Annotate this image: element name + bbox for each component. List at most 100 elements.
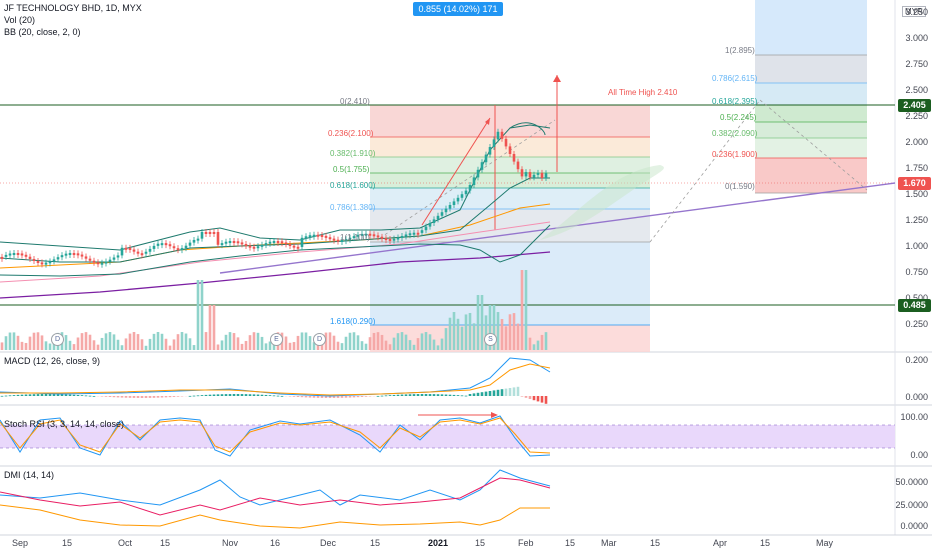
volume-bar [300,332,304,350]
volume-bar [364,343,368,350]
volume-bar [104,333,108,350]
fib-retracement-left[interactable] [370,104,650,352]
fib-left-label: 1(1.100) [340,233,370,242]
volume-bar [520,270,524,350]
macd-hist-bar [116,396,120,398]
volume-bar [48,343,52,350]
time-axis-label: Feb [518,538,534,548]
macd-hist-bar [296,396,300,397]
volume-bar [524,270,528,350]
fib-right-label: 1(2.895) [725,46,755,55]
candle [204,232,208,234]
macd-hist-bar [40,394,44,396]
candle [60,255,64,258]
macd-hist-bar [540,396,544,403]
dashed-projection-up[interactable] [379,119,556,239]
currency-label[interactable]: MYR [902,6,926,17]
volume-bar [228,332,232,350]
stoch-rsi-label[interactable]: Stoch RSI (3, 3, 14, 14, close) [4,419,125,429]
macd-hist-bar [148,396,152,398]
candle [188,242,192,246]
stoch-axis-label: 100.00 [900,412,928,422]
split-event-icon[interactable]: S [484,333,497,346]
macd-hist-bar [24,394,28,396]
volume-bar [240,343,244,350]
volume-bar [428,334,432,350]
macd-hist-bar [332,396,336,398]
volume-bar [484,315,488,350]
stoch-d [0,417,551,454]
macd-hist-bar [420,394,424,396]
earnings-event-icon[interactable]: E [270,333,283,346]
price-axis-label: 2.000 [905,137,928,147]
macd-hist-bar [224,394,228,396]
dmi-label[interactable]: DMI (14, 14) [4,470,55,480]
macd-hist-bar [488,391,492,396]
candle [180,248,184,251]
candle [252,246,256,249]
dividend-event-icon[interactable]: D [313,333,326,346]
volume-bar [248,335,252,350]
candle [544,173,548,178]
dashed-projection-right[interactable] [759,99,868,191]
macd-hist-bar [528,396,532,399]
candle [192,239,196,243]
candle [404,234,408,237]
fib-extension-right[interactable] [755,0,867,194]
volume-bar [200,280,204,350]
macd-hist-bar [188,395,192,397]
candle [432,219,436,223]
candle [412,232,416,235]
candle [224,241,228,244]
candle [28,256,32,259]
volume-bar [160,333,164,350]
macd-hist-bar [236,394,240,396]
macd-hist-bar [520,396,524,397]
macd-hist-bar [12,395,16,396]
candle [452,201,456,205]
macd-hist-bar [0,395,4,397]
ath-annotation[interactable]: All Time High 2.410 [608,88,678,97]
fib-right-label: 0.5(2.245) [720,113,757,122]
candle [364,233,368,236]
macd-hist-bar [504,388,508,396]
volume-bar [8,332,12,350]
candle [32,258,36,261]
candlestick-series[interactable] [0,128,548,268]
volume-bar [496,312,500,350]
volume-bar [348,332,352,350]
candle [124,247,128,250]
adx-line [0,504,550,529]
bb-upper [0,124,551,251]
macd-hist-bar [408,394,412,396]
macd-label[interactable]: MACD (12, 26, close, 9) [4,356,101,366]
symbol-title[interactable]: JF TECHNOLOGY BHD, 1D, MYX [4,3,142,13]
time-axis-label: 15 [160,538,171,548]
vol-indicator-label[interactable]: Vol (20) [4,15,36,25]
candle [272,241,276,244]
candle [160,243,164,246]
macd-hist-bar [316,396,320,398]
volume-bar [148,338,152,350]
volume-bar [88,334,92,350]
candle [472,177,476,185]
candle [300,237,304,247]
dividend-event-icon[interactable]: D [51,333,64,346]
bb-indicator-label[interactable]: BB (20, close, 2, 0) [4,27,81,37]
candle [512,154,516,162]
volume-bar [476,295,480,350]
rally-arrow[interactable] [421,117,491,226]
time-axis-label: 2021 [428,538,449,548]
volume-bar [424,332,428,350]
macd-hist-bar [84,395,88,397]
volume-bar [404,334,408,350]
macd-hist-bar [356,396,360,398]
candle [56,257,60,260]
macd-hist-bar [128,396,132,398]
macd-hist-bar [28,394,32,396]
time-axis-label: 15 [650,538,661,548]
candle [88,258,92,261]
macd-hist-bar [312,396,316,398]
candle [104,261,108,264]
